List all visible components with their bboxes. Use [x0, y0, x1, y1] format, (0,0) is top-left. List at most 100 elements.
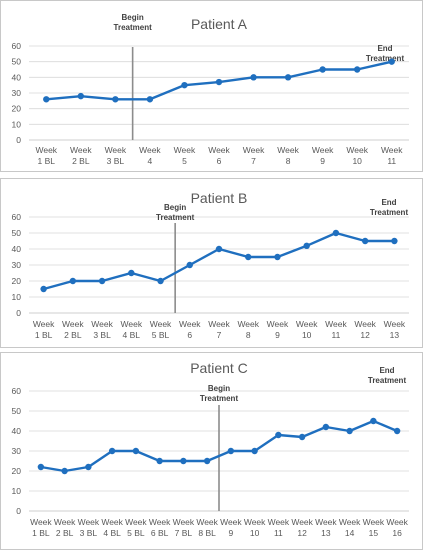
- x-tick-label: 15: [369, 528, 379, 538]
- x-tick-label: 5 BL: [152, 330, 170, 340]
- x-tick-label: Week: [243, 145, 265, 155]
- data-point: [215, 78, 223, 86]
- x-tick-label: 4: [148, 156, 153, 166]
- chart-panel-patient-a: Patient A 0 10 20 30 40 50 60 Week 1 BL Week 2 BL We…: [0, 0, 423, 172]
- x-tick-label: 10: [250, 528, 260, 538]
- y-tick-label: 30: [12, 446, 22, 456]
- data-point: [85, 463, 92, 471]
- x-tick-label: 1 BL: [35, 330, 53, 340]
- data-point: [361, 237, 369, 245]
- x-tick-label: 6 BL: [151, 528, 169, 538]
- data-point: [108, 447, 116, 455]
- x-tick-label: 6: [217, 156, 222, 166]
- y-tick-label: 10: [12, 486, 22, 496]
- end-treatment-label: End: [377, 44, 392, 53]
- y-tick-label: 0: [16, 135, 21, 145]
- x-tick-label: Week: [244, 517, 266, 527]
- x-tick-label: 9: [320, 156, 325, 166]
- data-point: [388, 58, 395, 65]
- data-point: [275, 431, 282, 439]
- x-tick-label: 3 BL: [93, 330, 111, 340]
- x-tick-label: Week: [35, 145, 57, 155]
- x-tick-label: Week: [62, 319, 84, 329]
- data-point: [203, 457, 211, 465]
- x-tick-label: Week: [33, 319, 55, 329]
- chart-title: Patient C: [190, 360, 248, 376]
- y-tick-label: 50: [12, 57, 22, 67]
- x-tick-label: Week: [363, 517, 385, 527]
- x-tick-label: Week: [277, 145, 299, 155]
- data-point: [43, 96, 50, 103]
- data-point: [186, 261, 193, 269]
- x-tick-label: Week: [150, 319, 172, 329]
- data-point: [370, 417, 377, 425]
- data-point: [284, 74, 292, 81]
- begin-treatment-label: Begin: [122, 13, 144, 22]
- x-tick-label: Week: [173, 517, 195, 527]
- data-point: [251, 447, 258, 455]
- x-tick-label: Week: [196, 517, 218, 527]
- x-tick-label: Week: [70, 145, 92, 155]
- chart-title: Patient A: [191, 16, 248, 32]
- x-tick-label: Week: [149, 517, 171, 527]
- data-point: [215, 245, 223, 253]
- x-tick-label: 1 BL: [32, 528, 50, 538]
- data-point: [112, 96, 119, 103]
- x-tick-label: Week: [101, 517, 123, 527]
- x-tick-label: 4 BL: [123, 330, 141, 340]
- end-treatment-label: Treatment: [366, 54, 405, 63]
- x-tick-label: 13: [390, 330, 400, 340]
- y-tick-label: 40: [12, 244, 22, 254]
- x-tick-label: 2 BL: [56, 528, 74, 538]
- data-point: [298, 433, 306, 441]
- x-tick-label: 4 BL: [103, 528, 121, 538]
- x-tick-label: Week: [139, 145, 161, 155]
- data-point: [332, 229, 340, 237]
- begin-treatment-label: Treatment: [156, 213, 195, 222]
- x-tick-label: 8: [286, 156, 291, 166]
- x-tick-label: Week: [105, 145, 127, 155]
- x-tick-label: Week: [267, 319, 289, 329]
- x-tick-label: 10: [352, 156, 362, 166]
- y-tick-label: 30: [12, 260, 22, 270]
- x-tick-label: Week: [78, 517, 100, 527]
- x-tick-label: Week: [208, 319, 230, 329]
- data-point: [274, 253, 281, 261]
- chart-panel-patient-c: Patient C 0 10 20 30 40 50 60 Week 1 BL Week 2 BL We…: [0, 352, 423, 550]
- x-tick-label: 10: [302, 330, 312, 340]
- x-tick-label: 8 BL: [198, 528, 216, 538]
- x-tick-label: Week: [386, 517, 408, 527]
- x-tick-label: 2 BL: [72, 156, 90, 166]
- x-tick-label: Week: [91, 319, 113, 329]
- x-tick-label: Week: [354, 319, 376, 329]
- data-point: [181, 81, 188, 89]
- data-point: [128, 269, 135, 277]
- x-tick-label: Week: [174, 145, 196, 155]
- x-tick-label: Week: [54, 517, 76, 527]
- x-tick-label: 16: [392, 528, 402, 538]
- data-point: [146, 96, 154, 103]
- x-tick-label: Week: [30, 517, 52, 527]
- data-point: [61, 467, 68, 475]
- x-tick-label: Week: [208, 145, 230, 155]
- chart-panel-patient-b: Patient B 0 10 20 30 40 50 60 Week 1 BL Week 2 BL We…: [0, 178, 423, 348]
- data-point: [98, 277, 106, 285]
- x-tick-label: Week: [291, 517, 313, 527]
- data-point: [77, 92, 85, 100]
- data-point: [322, 423, 330, 431]
- x-tick-label: 12: [360, 330, 370, 340]
- data-point: [245, 253, 252, 261]
- x-tick-label: Week: [268, 517, 290, 527]
- x-tick-label: 13: [321, 528, 331, 538]
- data-point: [132, 447, 140, 455]
- begin-treatment-label: Begin: [208, 384, 230, 393]
- data-point: [303, 242, 310, 249]
- x-tick-label: Week: [312, 145, 334, 155]
- begin-treatment-label: Treatment: [114, 23, 153, 32]
- x-tick-label: 8: [246, 330, 251, 340]
- y-tick-label: 0: [16, 308, 21, 318]
- x-tick-label: 7: [217, 330, 222, 340]
- y-tick-label: 60: [12, 212, 22, 222]
